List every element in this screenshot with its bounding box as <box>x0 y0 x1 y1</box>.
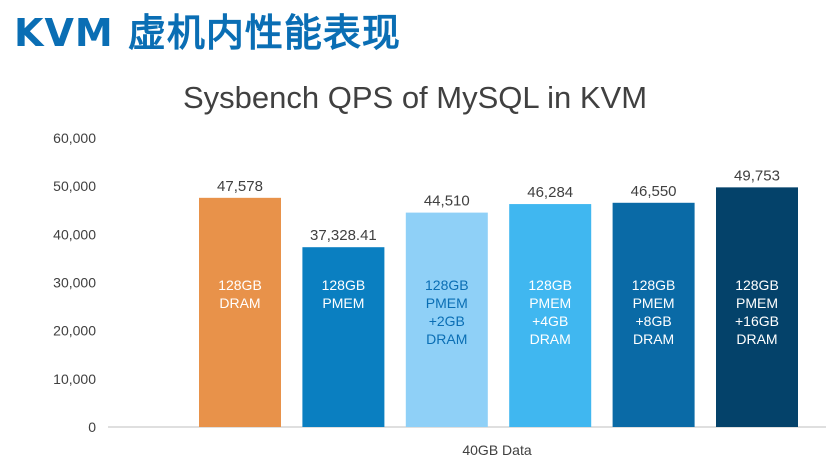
y-tick-label: 30,000 <box>53 275 96 291</box>
bar-series-label: 128GB PMEM +2GB DRAM <box>425 277 469 347</box>
slide-title: KVM 虚机内性能表现 <box>14 11 401 55</box>
y-tick-label: 20,000 <box>53 323 96 339</box>
bar-series-label: 128GB PMEM <box>322 277 366 311</box>
bar <box>199 197 281 427</box>
bar-series-label: 128GB DRAM <box>218 277 262 311</box>
data-label: 44,510 <box>424 193 470 210</box>
bar <box>716 187 798 427</box>
bar-series-label: 128GB PMEM +8GB DRAM <box>632 277 676 347</box>
data-label: 46,284 <box>527 184 573 201</box>
bar-series-label: 128GB PMEM +4GB DRAM <box>528 277 572 347</box>
y-tick-label: 40,000 <box>53 226 96 242</box>
x-axis-category-label: 40GB Data <box>462 442 531 458</box>
data-label: 37,328.41 <box>310 227 377 244</box>
y-tick-label: 50,000 <box>53 178 96 194</box>
data-label: 46,550 <box>631 183 677 200</box>
bar <box>612 202 695 427</box>
bar <box>509 204 592 427</box>
bar <box>405 212 488 427</box>
data-label: 47,578 <box>217 178 263 195</box>
y-tick-label: 0 <box>88 419 96 435</box>
chart-title: Sysbench QPS of MySQL in KVM <box>182 80 648 115</box>
y-tick-label: 60,000 <box>53 130 96 146</box>
y-tick-label: 10,000 <box>53 371 96 387</box>
data-label: 49,753 <box>734 167 780 184</box>
bar-series-label: 128GB PMEM +16GB DRAM <box>735 277 779 347</box>
bar <box>302 247 385 427</box>
